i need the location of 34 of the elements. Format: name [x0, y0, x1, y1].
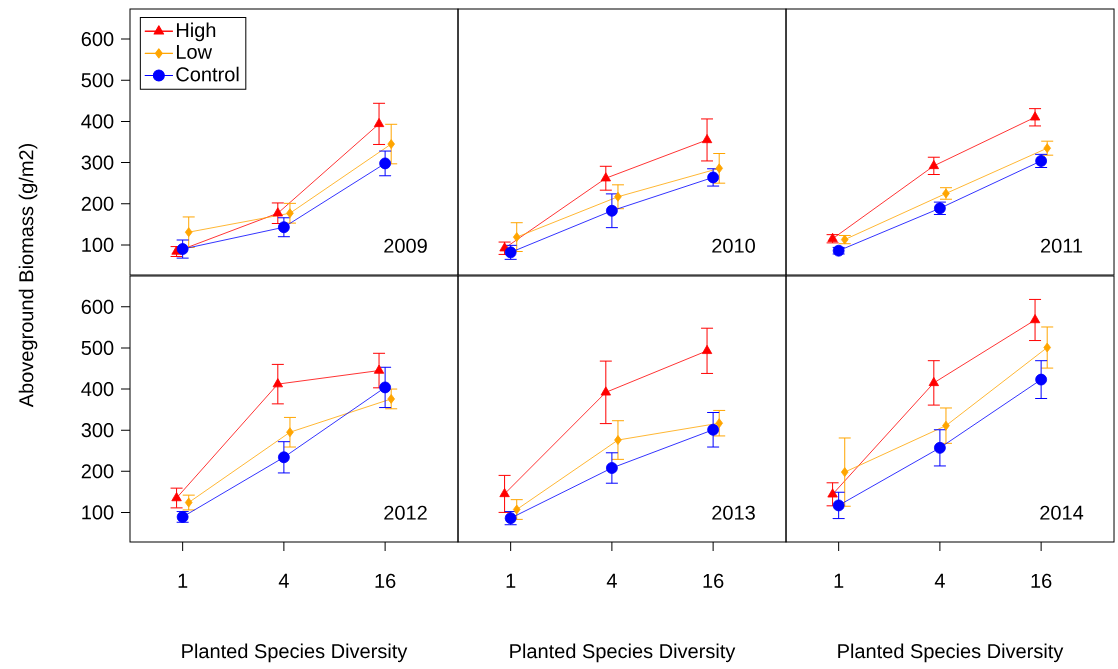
x-tick-label: 1 — [834, 573, 844, 588]
x-tick-label: 16 — [1031, 573, 1052, 589]
y-tick-label: 300 — [81, 423, 114, 438]
y-tick-label: 400 — [81, 114, 114, 129]
annotation: 2009 — [384, 238, 427, 253]
x-tick-label: 16 — [375, 573, 396, 589]
x-axis-title: Planted Species Diversity — [838, 643, 1064, 663]
x-axis-title: Planted Species Diversity — [510, 643, 736, 663]
x-tick-label: 1 — [178, 573, 188, 588]
x-tick-label: 4 — [606, 573, 617, 588]
y-tick-label: 500 — [81, 340, 114, 356]
x-tick-label: 4 — [934, 573, 945, 588]
y-tick-label: 500 — [81, 73, 114, 88]
x-tick-label: 16 — [703, 573, 724, 589]
legend-label: Control — [176, 66, 239, 82]
x-axis-title: Planted Species Diversity — [182, 643, 408, 663]
annotation: 2014 — [1040, 505, 1084, 520]
x-tick-label: 4 — [278, 573, 289, 588]
y-tick-label: 600 — [81, 299, 114, 314]
y-tick-label: 600 — [81, 31, 114, 47]
legend-label: Low — [176, 44, 213, 59]
y-axis-title: Aboveground Biomass (g/m2) — [18, 144, 38, 408]
annotation: 2013 — [712, 505, 755, 520]
y-tick-label: 400 — [81, 381, 114, 397]
y-tick-label: 200 — [81, 464, 114, 479]
y-tick-label: 100 — [82, 237, 114, 253]
annotation: 2011 — [1041, 238, 1083, 253]
x-tick-label: 1 — [506, 573, 516, 588]
legend-label: High — [176, 22, 216, 42]
y-tick-label: 100 — [82, 505, 114, 520]
annotation: 2010 — [712, 238, 755, 253]
y-tick-label: 300 — [81, 155, 114, 170]
y-tick-label: 200 — [81, 196, 114, 211]
annotation: 2012 — [384, 505, 427, 520]
